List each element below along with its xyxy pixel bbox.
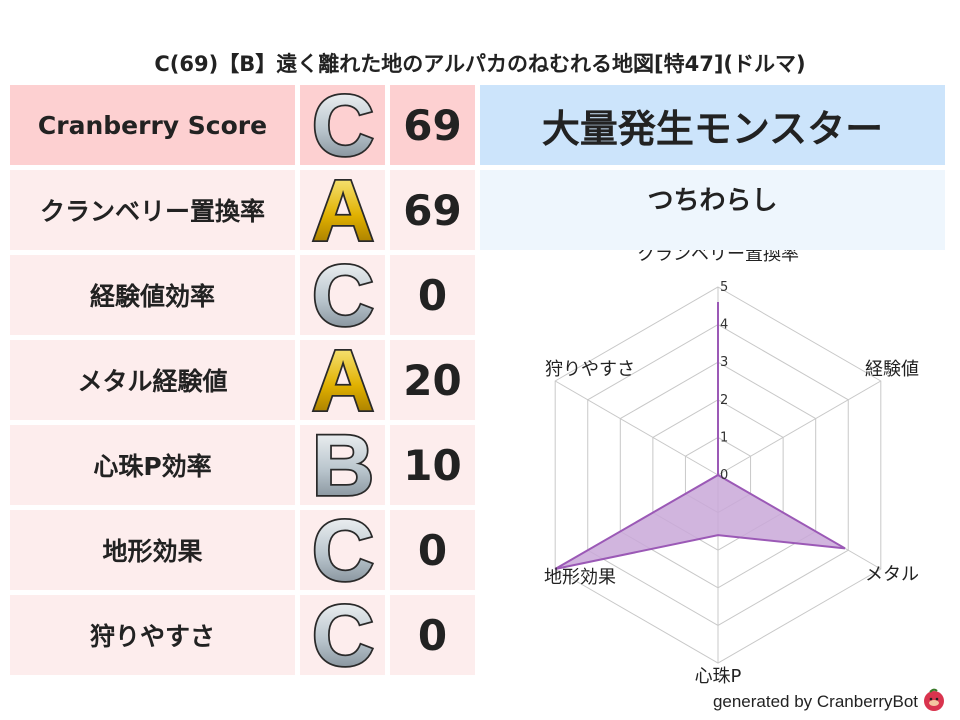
tick-label: 5	[720, 280, 728, 295]
monster-name: つちわらし	[480, 170, 945, 250]
tick-label: 0	[720, 468, 728, 483]
row-label: 心珠P効率	[10, 425, 295, 505]
row-grade: A	[300, 340, 385, 420]
grade-c-icon: C	[310, 510, 376, 590]
svg-text:A: A	[311, 340, 373, 420]
page-title: C(69)【B】遠く離れた地のアルパカのねむれる地図[特47](ドルマ)	[154, 52, 806, 76]
footer-credit: generated by CranberryBot	[712, 692, 918, 711]
row-value: 10	[390, 425, 475, 505]
svg-text:C: C	[311, 255, 373, 335]
grade-c-icon: C	[310, 85, 376, 165]
header-label: Cranberry Score	[10, 85, 295, 165]
svg-text:A: A	[311, 170, 373, 250]
grade-c-icon: C	[310, 255, 376, 335]
grid-spoke	[717, 380, 882, 476]
axis-label: 経験値	[865, 359, 919, 380]
row-label: メタル経験値	[10, 340, 295, 420]
svg-text:B: B	[311, 425, 373, 505]
axis-label: メタル	[865, 564, 919, 585]
row-value: 69	[390, 170, 475, 250]
tick-label: 1	[720, 430, 728, 445]
header-value: 69	[390, 85, 475, 165]
grid-spoke	[554, 380, 719, 476]
grade-a-icon: A	[310, 170, 376, 250]
tick-label: 2	[720, 393, 728, 408]
grade-b-icon: B	[310, 425, 376, 505]
svg-text:C: C	[311, 595, 373, 675]
row-grade: A	[300, 170, 385, 250]
grade-a-icon: A	[310, 340, 376, 420]
axis-label: クランベリー置換率	[637, 250, 799, 265]
tick-label: 3	[720, 355, 728, 370]
row-label: クランベリー置換率	[10, 170, 295, 250]
axis-label: 心珠P	[695, 666, 742, 687]
grade-c-icon: C	[310, 595, 376, 675]
row-value: 0	[390, 510, 475, 590]
row-value: 0	[390, 255, 475, 335]
tick-label: 4	[720, 318, 728, 333]
monster-header: 大量発生モンスター	[480, 85, 945, 165]
row-label: 狩りやすさ	[10, 595, 295, 675]
data-polygon	[554, 302, 846, 570]
cranberry-bot-icon	[924, 688, 944, 711]
axis-label: 地形効果	[544, 567, 616, 588]
row-grade: C	[300, 510, 385, 590]
row-grade: C	[300, 595, 385, 675]
row-grade: C	[300, 255, 385, 335]
axis-label: 狩りやすさ	[545, 359, 635, 380]
row-label: 地形効果	[10, 510, 295, 590]
row-value: 0	[390, 595, 475, 675]
svg-text:C: C	[311, 510, 373, 590]
row-grade: B	[300, 425, 385, 505]
row-label: 経験値効率	[10, 255, 295, 335]
row-value: 20	[390, 340, 475, 420]
svg-text:C: C	[311, 85, 373, 165]
header-grade: C	[300, 85, 385, 165]
